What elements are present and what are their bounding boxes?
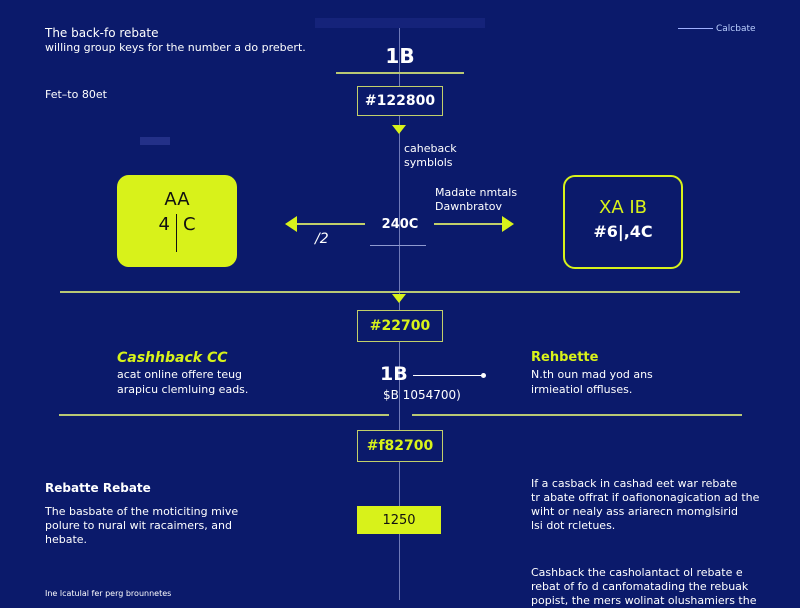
right-arrow-line (434, 223, 504, 225)
value-box-top: #122800 (357, 86, 443, 116)
right-para1-line-1: If a casback in cashad eet war rebate (531, 477, 738, 490)
right-para1-line-3: wiht or nealy ass ariarecn momglsirid (531, 505, 738, 518)
top-center-label: 1B (385, 44, 415, 68)
cashback-line-2: arapicu clemluing eads. (117, 383, 249, 396)
right-para2-line-2: rebat of fo d canfomatading the rebuak (531, 580, 749, 593)
arrow-left-label: /2 (315, 231, 329, 247)
calc-label[interactable]: Calcbate (716, 24, 756, 34)
arrow-down-icon-2 (392, 294, 406, 303)
top-scroll-bar[interactable] (315, 18, 485, 28)
right-box-line2: #6|,4C (593, 222, 653, 241)
big-label-pointer (413, 375, 483, 376)
value-box-1250[interactable]: 1250 (357, 506, 441, 534)
arrow-right-icon (502, 216, 514, 232)
right-para2-line-1: Cashback the casholantact ol rebate e (531, 566, 743, 579)
pointer-dot (481, 373, 486, 378)
cashback-line-1: acat online offere teug (117, 368, 243, 381)
header-subtitle: willing group keys for the number a do p… (45, 41, 306, 54)
left-box-c: C (182, 214, 196, 235)
arrow-down-icon (392, 125, 406, 134)
header-title: The back-fo rebate (45, 26, 159, 40)
arrow-left-icon (285, 216, 297, 232)
mid-value: 240C (381, 217, 419, 232)
calc-line (678, 28, 713, 29)
symbols-line-1: caheback (404, 142, 457, 155)
left-box-line1: AA (164, 189, 190, 210)
rebate-right-line-1: N.th oun mad yod ans (531, 368, 653, 381)
divider-2-right (412, 414, 742, 416)
left-box-num: 4 (158, 214, 170, 235)
right-note-2: Dawnbratov (435, 200, 502, 213)
divider-1 (60, 291, 740, 293)
right-para1-line-4: lsi dot rcletues. (531, 519, 616, 532)
right-box-line1: XA IB (598, 197, 648, 218)
top-underline (336, 72, 464, 74)
rebate-left-line-3: hebate. (45, 533, 88, 546)
down-arrow-icon (175, 214, 177, 252)
big-sub: $B 1054700) (383, 388, 461, 402)
rebate-left-title: Rebatte Rebate (45, 481, 151, 495)
cashback-title: Cashhback CC (117, 350, 228, 366)
mid-underline (370, 245, 426, 246)
right-para2-line-3: popist, the mers wolinat olushamiers the (531, 594, 757, 607)
symbols-line-2: symblols (404, 156, 453, 169)
big-label: 1B (380, 363, 408, 385)
right-box-xaib[interactable]: XA IB #6|,4C (563, 175, 683, 269)
footer-note: Ine lcatulal fer perg brounnetes (45, 589, 172, 598)
divider-2-left (59, 414, 389, 416)
rebate-right-title: Rehbette (531, 350, 599, 365)
small-marker (140, 137, 170, 145)
rebate-left-line-1: The basbate of the moticiting mive (45, 505, 239, 518)
rebate-left-line-2: polure to nural wit racaimers, and (45, 519, 232, 532)
left-arrow-line (295, 223, 365, 225)
right-para1-line-2: tr abate offrat if oafiononagication ad … (531, 491, 760, 504)
rebate-right-line-2: irmieatiol offluses. (531, 383, 633, 396)
right-note-1: Madate nmtals (435, 186, 518, 199)
header-sub2: Fet–to 80et (45, 88, 107, 101)
value-box-2: #22700 (357, 310, 443, 342)
value-box-3: #f82700 (357, 430, 443, 462)
